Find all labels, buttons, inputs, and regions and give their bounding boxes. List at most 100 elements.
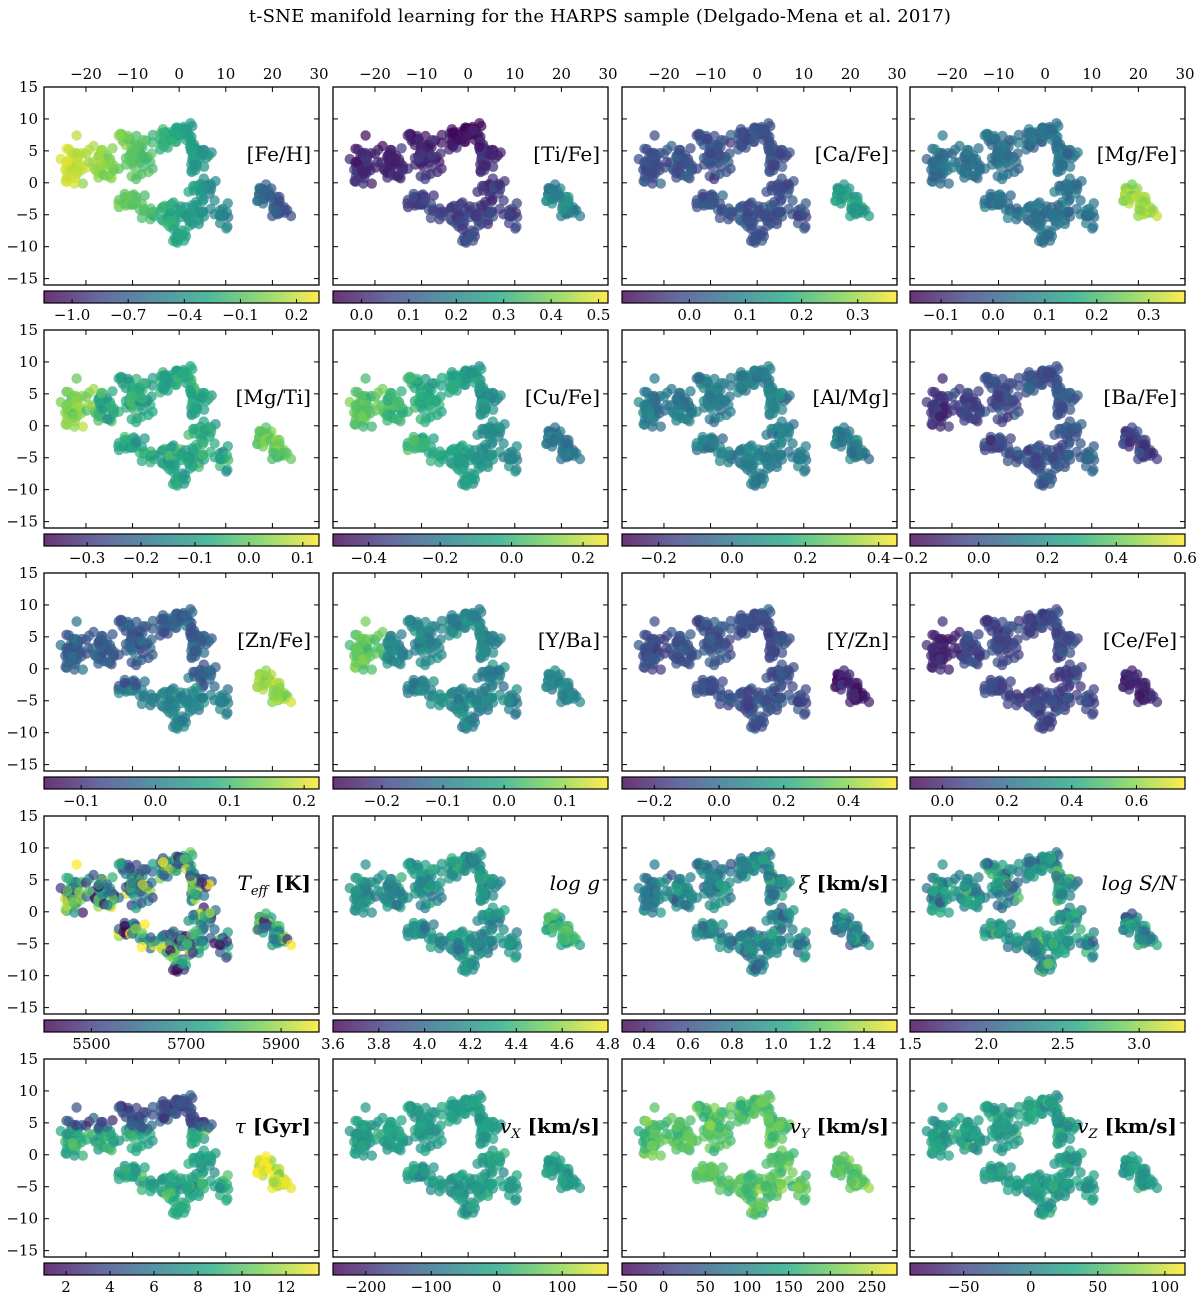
data-point xyxy=(385,144,396,156)
data-point xyxy=(138,135,149,146)
y-tick-label: 5 xyxy=(28,628,38,646)
data-point xyxy=(1013,372,1025,384)
x-tick-label: −20 xyxy=(359,65,391,83)
data-point xyxy=(574,696,586,708)
data-point xyxy=(760,209,771,220)
data-point xyxy=(1062,391,1074,402)
colorbar-tick-label: −0.2 xyxy=(123,549,159,567)
data-point xyxy=(177,472,188,483)
data-point xyxy=(666,140,677,152)
colorbar: 0.0 0.1 0.2 0.3 0.4 0.5 xyxy=(332,290,610,324)
data-point xyxy=(145,203,156,214)
data-point xyxy=(473,141,485,153)
data-point xyxy=(416,391,427,402)
colorbar-tick-label: 0.3 xyxy=(1137,306,1161,324)
panel-7: [Al/Mg]−0.2 0.0 0.2 0.4 xyxy=(621,329,898,567)
colorbar-bar xyxy=(621,290,898,304)
data-point xyxy=(468,611,479,622)
panel-label: [Zn/Fe] xyxy=(237,628,311,652)
data-point xyxy=(1055,402,1066,414)
x-tick-label: 20 xyxy=(841,65,860,83)
data-point xyxy=(971,400,983,411)
data-point xyxy=(268,447,279,459)
data-point xyxy=(260,422,272,433)
data-point xyxy=(661,400,672,411)
colorbar-bar xyxy=(332,290,609,304)
data-point xyxy=(1023,371,1035,382)
colorbar-tick-label: −0.2 xyxy=(892,549,928,567)
data-point xyxy=(196,634,208,645)
data-point xyxy=(182,695,193,706)
data-point xyxy=(764,443,776,454)
colorbar-tick-label: 0.0 xyxy=(677,306,701,324)
data-point xyxy=(993,148,1004,159)
data-point xyxy=(1080,453,1091,464)
panel-6: [Cu/Fe]−0.4 −0.2 0.0 0.2 xyxy=(332,329,609,567)
data-point xyxy=(360,373,371,384)
data-point xyxy=(498,681,509,692)
data-point xyxy=(139,190,150,201)
data-point xyxy=(723,446,734,457)
data-point xyxy=(138,378,149,389)
data-point xyxy=(725,163,736,174)
data-point xyxy=(157,614,169,625)
data-point xyxy=(96,387,107,399)
data-point xyxy=(949,400,960,411)
data-point xyxy=(102,413,113,425)
data-point xyxy=(685,143,696,154)
data-point xyxy=(377,140,388,152)
data-point xyxy=(119,191,130,203)
data-point xyxy=(661,157,672,168)
colorbar-tick-label: −0.7 xyxy=(110,306,146,324)
data-point xyxy=(426,162,438,173)
data-point xyxy=(128,161,139,172)
x-tick-label: −10 xyxy=(695,65,727,83)
data-point xyxy=(214,210,225,221)
data-point xyxy=(971,157,983,168)
data-point xyxy=(352,630,364,641)
data-point xyxy=(782,178,794,189)
y-tick-label: 5 xyxy=(28,385,38,403)
data-point xyxy=(137,162,149,173)
data-point xyxy=(1126,179,1138,190)
data-point xyxy=(1011,446,1022,457)
data-point xyxy=(979,373,990,384)
colorbar-tick-label: 0.0 xyxy=(350,306,374,324)
data-point xyxy=(107,386,118,397)
data-point xyxy=(63,387,75,398)
data-point xyxy=(427,621,438,632)
data-point xyxy=(113,130,124,141)
data-point xyxy=(158,627,170,638)
data-point xyxy=(428,433,439,444)
colorbar-bar xyxy=(332,533,609,547)
data-point xyxy=(493,178,505,189)
data-point xyxy=(838,422,850,433)
colorbar-tick-label: −0.4 xyxy=(350,549,386,567)
scatter-points xyxy=(344,118,586,248)
data-point xyxy=(419,680,430,691)
data-point xyxy=(139,676,150,687)
data-point xyxy=(426,150,437,161)
data-point xyxy=(145,689,156,700)
data-point xyxy=(782,421,794,432)
data-point xyxy=(937,130,948,141)
x-tick-label: 30 xyxy=(598,65,617,83)
data-point xyxy=(204,178,216,189)
data-point xyxy=(204,664,216,675)
data-point xyxy=(715,393,726,404)
data-point xyxy=(158,141,170,152)
data-point xyxy=(725,406,736,417)
colorbar-tick-label: 0.2 xyxy=(571,549,595,567)
data-point xyxy=(147,137,158,148)
data-point xyxy=(708,437,719,448)
x-tick-label: 0 xyxy=(463,65,473,83)
data-point xyxy=(182,209,193,220)
colorbar: 0.0 0.1 0.2 0.3 xyxy=(621,290,898,324)
colorbar-tick-label: 0.2 xyxy=(793,549,817,567)
data-point xyxy=(968,170,979,182)
data-point xyxy=(113,616,124,627)
data-point xyxy=(189,159,200,171)
data-point xyxy=(447,627,459,638)
data-point xyxy=(446,614,458,625)
data-point xyxy=(391,656,402,668)
